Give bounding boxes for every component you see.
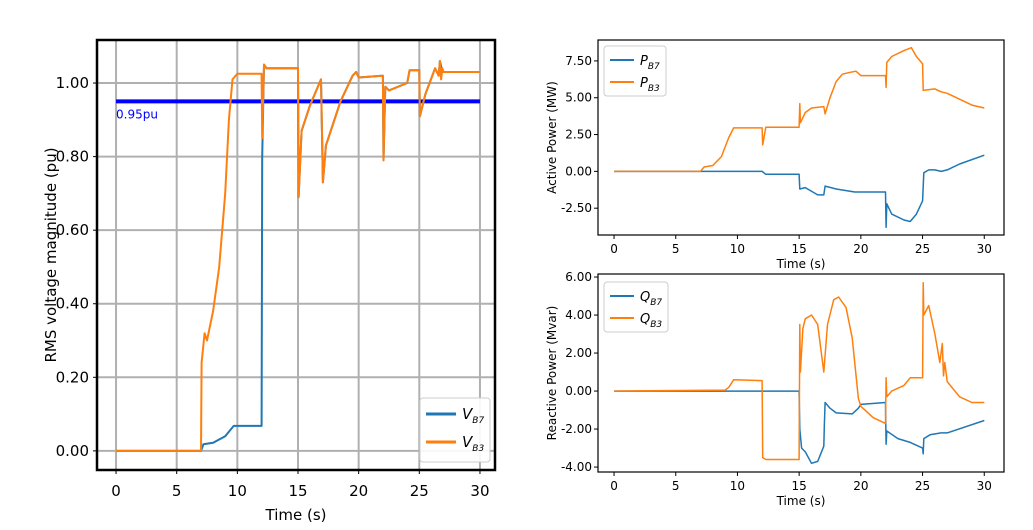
y-tick-label: -2.00 (561, 422, 592, 436)
axes-frame (597, 273, 1005, 473)
series-line-q-b7 (614, 390, 985, 465)
x-tick-label: 15 (288, 482, 307, 500)
y-tick-label: 5.00 (565, 91, 592, 105)
x-tick-label: 10 (730, 242, 745, 256)
y-tick-label: 2.00 (565, 346, 592, 360)
x-tick-label: 25 (915, 242, 930, 256)
x-tick-label: 5 (672, 479, 680, 493)
y-tick-label: 0.00 (56, 442, 89, 460)
x-tick-label: 5 (172, 482, 182, 500)
plot-area (613, 281, 985, 465)
axes-frame (597, 39, 1005, 236)
x-tick-label: 10 (228, 482, 247, 500)
legend-label: QB7 (640, 290, 662, 308)
x-tick-label: 25 (410, 482, 429, 500)
y-tick-label: 0.80 (56, 148, 89, 166)
x-tick-label: 20 (349, 482, 368, 500)
y-tick-label: -4.00 (561, 460, 592, 474)
x-tick-label: 30 (977, 242, 992, 256)
y-tick-label: 1.00 (56, 74, 89, 92)
legend-label: VB7 (462, 405, 484, 426)
x-tick-label: 0 (610, 479, 618, 493)
y-axis-label: Reactive Power (Mvar) (545, 306, 559, 441)
x-tick-label: 20 (853, 242, 868, 256)
y-tick-label: 4.00 (565, 308, 592, 322)
series-line-q-b3 (613, 281, 985, 461)
y-tick-label: -2.50 (561, 201, 592, 215)
y-tick-label: 0.00 (565, 164, 592, 178)
x-axis-label: Time (s) (776, 494, 826, 508)
x-tick-label: 15 (792, 479, 807, 493)
legend-box (603, 281, 669, 333)
series-line-p-b3 (614, 46, 985, 173)
y-tick-label: 2.50 (565, 128, 592, 142)
y-axis-label: Active Power (MW) (545, 81, 559, 194)
plot-area (614, 46, 985, 229)
chart-voltage: 0 5 10 15 20 25 30 0.00 0.20 0.40 0.60 0.80 1.00 Time… (42, 38, 497, 524)
y-tick-label: 0.40 (56, 295, 89, 313)
y-tick-label: 0.60 (56, 221, 89, 239)
x-tick-label: 30 (977, 479, 992, 493)
y-tick-label: 0.00 (565, 384, 592, 398)
x-tick-label: 25 (915, 479, 930, 493)
legend-label: PB7 (640, 54, 660, 72)
plot-area: 0.95pu (116, 60, 480, 452)
y-tick-label: 7.50 (565, 54, 592, 68)
y-tick-label: 6.00 (565, 270, 592, 284)
x-tick-label: 5 (672, 242, 680, 256)
legend-box (603, 45, 667, 97)
y-tick-label: 0.20 (56, 368, 89, 386)
x-tick-label: 20 (853, 479, 868, 493)
chart-reactive: 0 5 10 15 20 25 30 -4.00 -2.00 0.00 2.00 4.00 6.00 Ti… (545, 270, 1005, 508)
y-axis-label: RMS voltage magnitude (pu) (42, 147, 60, 362)
chart-active: 0 5 10 15 20 25 30 -2.50 0.00 2.50 5.00 7.50 Time (s… (545, 39, 1005, 271)
x-tick-label: 0 (610, 242, 618, 256)
x-tick-label: 0 (111, 482, 121, 500)
legend-label: VB3 (462, 433, 484, 454)
series-line-v-b3 (116, 60, 480, 452)
x-axis-label: Time (s) (265, 506, 327, 524)
series-line-p-b7 (614, 154, 985, 229)
reference-line-label: 0.95pu (116, 107, 158, 121)
x-tick-label: 15 (792, 242, 807, 256)
x-axis-label: Time (s) (776, 257, 826, 271)
x-tick-label: 10 (730, 479, 745, 493)
axes-frame (95, 38, 497, 472)
x-tick-label: 30 (470, 482, 489, 500)
legend-label: QB3 (640, 312, 662, 330)
legend-label: PB3 (640, 76, 660, 94)
